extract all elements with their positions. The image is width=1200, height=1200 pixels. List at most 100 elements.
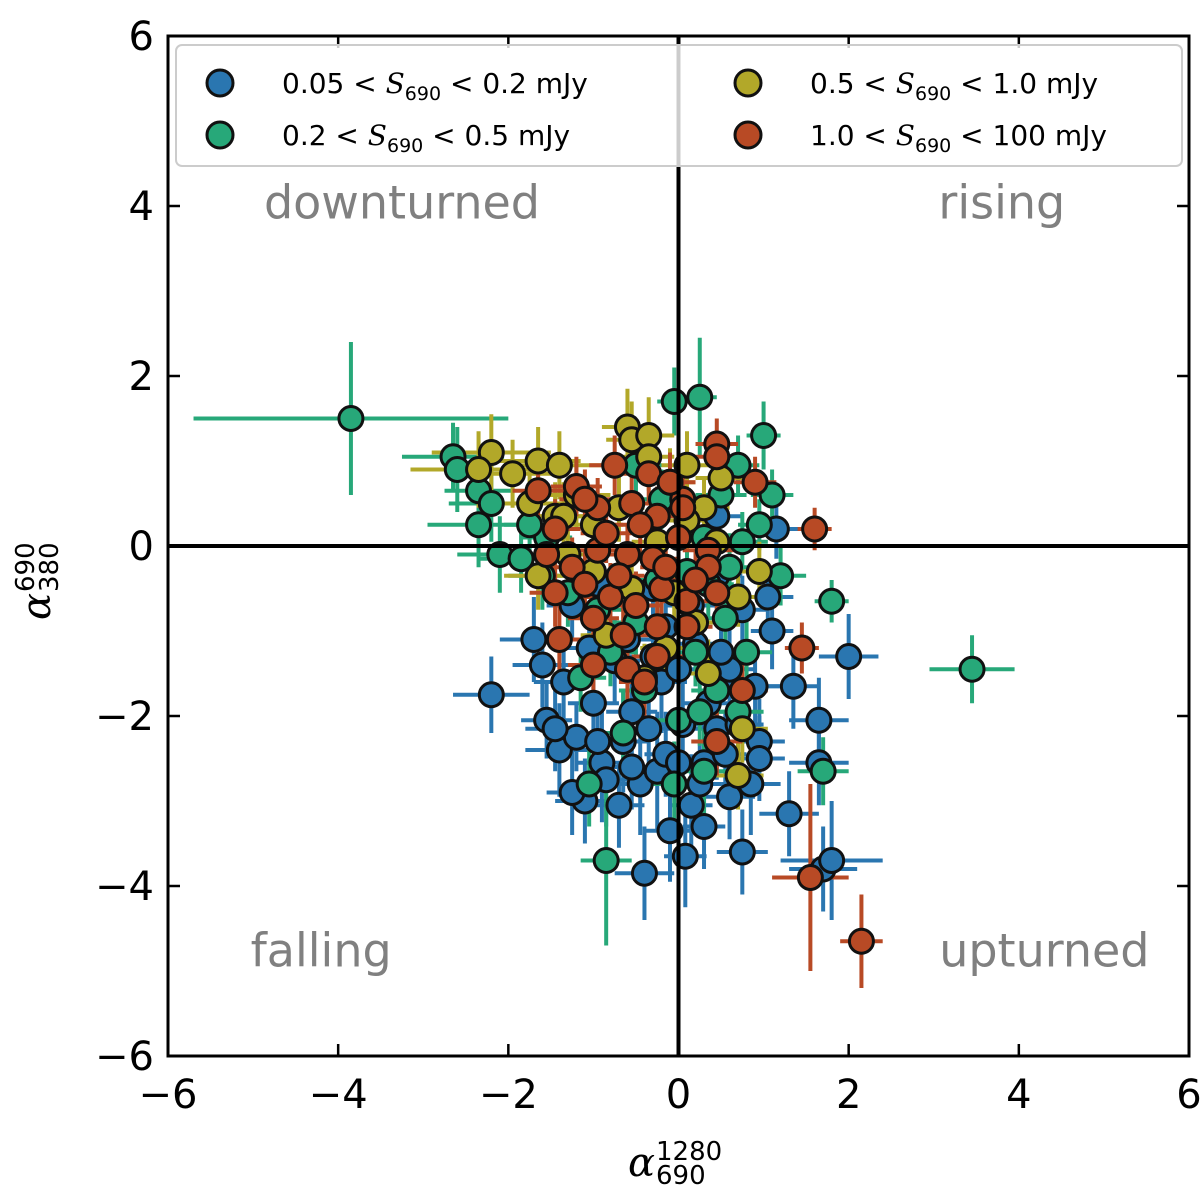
data-point — [818, 847, 846, 874]
data-point — [533, 541, 561, 568]
y-tick-label: −2 — [95, 694, 154, 740]
data-point — [579, 651, 607, 679]
data-point — [592, 847, 620, 874]
data-point — [724, 583, 752, 611]
data-point — [690, 813, 718, 840]
data-point — [728, 528, 756, 556]
y-tick-label: 6 — [129, 14, 154, 60]
data-point — [694, 660, 722, 687]
data-point — [545, 626, 573, 653]
data-point — [477, 681, 505, 709]
legend: 0.05 < S690 < 0.2 mJy 0.5 < S690 < 1.0 mJ… — [175, 44, 1183, 167]
data-point — [579, 604, 607, 632]
data-point — [465, 456, 493, 483]
legend-label: 0.5 < S690 < 1.0 mJy — [810, 67, 1098, 105]
data-point — [609, 719, 637, 747]
data-point — [707, 638, 735, 666]
x-tick-label: −4 — [309, 1072, 368, 1118]
legend-entry: 0.05 < S690 < 0.2 mJy — [205, 67, 588, 105]
data-point — [728, 838, 756, 866]
y-tick-label: 4 — [129, 184, 154, 230]
y-tick-label: −4 — [95, 864, 154, 910]
data-point — [477, 490, 505, 517]
data-point — [541, 515, 569, 543]
x-axis-superscript: 1280 — [656, 1137, 722, 1167]
y-tick-label: −6 — [95, 1034, 154, 1080]
y-axis-subscript: 380 — [35, 542, 65, 592]
data-point — [579, 689, 607, 717]
x-tick-label: 0 — [666, 1072, 691, 1118]
data-point — [592, 519, 620, 547]
data-point — [652, 553, 680, 581]
data-point — [643, 613, 671, 641]
data-point — [630, 859, 658, 887]
data-point — [703, 728, 731, 755]
data-point — [605, 791, 633, 819]
data-point — [775, 800, 803, 828]
data-point — [643, 643, 671, 670]
region-label: falling — [251, 924, 392, 978]
x-axis-symbol: α — [628, 1140, 655, 1186]
data-point — [733, 638, 761, 666]
data-point — [703, 443, 731, 471]
data-point — [622, 592, 650, 619]
region-label: downturned — [264, 176, 540, 230]
data-point — [711, 604, 739, 632]
data-point — [728, 715, 756, 743]
data-point — [682, 638, 710, 666]
data-point — [541, 715, 569, 743]
data-point — [767, 562, 795, 590]
legend-entry: 0.5 < S690 < 1.0 mJy — [733, 67, 1098, 105]
data-point — [528, 651, 556, 679]
legend-marker — [733, 120, 763, 150]
data-point — [754, 583, 782, 611]
data-point — [545, 451, 573, 479]
data-point — [745, 745, 773, 772]
data-point — [779, 672, 807, 700]
data-point — [669, 494, 697, 522]
data-point — [524, 477, 552, 505]
series-3-points — [524, 430, 875, 955]
region-label: rising — [938, 176, 1065, 230]
data-layer — [193, 337, 1015, 988]
data-point — [660, 770, 688, 798]
data-point — [788, 634, 816, 662]
data-point — [647, 575, 675, 602]
data-point — [686, 698, 714, 726]
data-point — [703, 579, 731, 607]
x-tick-label: 4 — [1006, 1072, 1031, 1118]
data-point — [750, 422, 778, 449]
data-point — [958, 655, 986, 683]
data-point — [626, 511, 654, 539]
y-tick-label: 2 — [129, 354, 154, 400]
data-point — [847, 927, 875, 955]
axis-ticks: −6 −4 −2 0 2 4 6 −6 −4 −2 0 2 4 6 — [95, 14, 1200, 1118]
data-point — [805, 706, 833, 734]
data-point — [571, 485, 599, 513]
region-labels: downturned rising falling upturned — [251, 176, 1150, 978]
legend-marker — [733, 68, 763, 98]
data-point — [660, 388, 688, 415]
data-point — [686, 383, 714, 411]
data-point — [520, 626, 548, 653]
data-point — [741, 468, 769, 496]
data-point — [745, 511, 773, 539]
legend-entry: 0.2 < S690 < 0.5 mJy — [205, 119, 570, 157]
x-axis-subscript: 690 — [656, 1161, 706, 1191]
data-point — [745, 558, 773, 585]
data-point — [571, 570, 599, 598]
legend-label: 0.2 < S690 < 0.5 mJy — [282, 119, 570, 157]
data-point — [801, 515, 829, 543]
x-tick-label: 2 — [836, 1072, 861, 1118]
y-axis-label: α 690 380 — [11, 542, 65, 620]
y-axis-symbol: α — [14, 593, 60, 620]
data-point — [499, 460, 527, 488]
data-point — [584, 728, 612, 755]
data-point — [609, 621, 637, 649]
data-point — [656, 817, 684, 845]
data-point — [618, 753, 646, 781]
data-point — [673, 613, 701, 641]
x-tick-label: −2 — [479, 1072, 538, 1118]
data-point — [605, 562, 633, 590]
